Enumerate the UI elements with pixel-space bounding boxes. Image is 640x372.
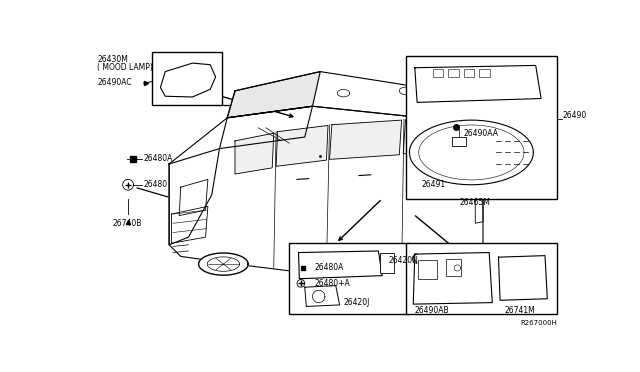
Polygon shape — [172, 206, 208, 243]
Bar — [452, 137, 466, 146]
Bar — [479, 69, 490, 77]
Polygon shape — [227, 71, 320, 118]
Text: 26491: 26491 — [421, 180, 445, 189]
Polygon shape — [298, 251, 382, 279]
Bar — [463, 69, 474, 77]
Bar — [418, 260, 437, 279]
Polygon shape — [415, 65, 541, 102]
Polygon shape — [276, 125, 328, 166]
Bar — [289, 243, 410, 314]
Bar — [406, 56, 557, 199]
Polygon shape — [410, 120, 533, 185]
Text: 26480A: 26480A — [314, 263, 344, 272]
Text: 26490AB: 26490AB — [415, 306, 449, 315]
Polygon shape — [169, 148, 220, 245]
Polygon shape — [330, 120, 402, 159]
Polygon shape — [161, 63, 216, 97]
Polygon shape — [220, 106, 312, 148]
Text: 26480+A: 26480+A — [314, 279, 350, 288]
Text: 26490AC: 26490AC — [97, 78, 132, 87]
Text: 26490AA: 26490AA — [463, 128, 499, 138]
Bar — [152, 52, 222, 105]
Text: 26740B: 26740B — [113, 219, 142, 228]
Polygon shape — [198, 253, 248, 275]
Text: 26430M: 26430M — [97, 55, 128, 64]
Text: 26480: 26480 — [143, 180, 168, 189]
Polygon shape — [179, 179, 208, 216]
Bar — [406, 243, 557, 314]
Text: 26741M: 26741M — [505, 306, 536, 315]
Bar — [446, 259, 461, 276]
Bar — [448, 69, 459, 77]
Text: 26420N: 26420N — [388, 256, 419, 264]
Polygon shape — [227, 71, 467, 122]
Polygon shape — [476, 187, 483, 223]
Polygon shape — [235, 133, 274, 174]
Text: 26465M: 26465M — [460, 198, 491, 207]
Polygon shape — [499, 256, 547, 300]
Bar — [433, 69, 444, 77]
Text: R267000H: R267000H — [520, 320, 557, 327]
Polygon shape — [388, 261, 438, 283]
Text: 26420J: 26420J — [344, 298, 370, 307]
Polygon shape — [305, 286, 340, 307]
Polygon shape — [413, 253, 492, 304]
Polygon shape — [403, 118, 460, 154]
Text: 26480A: 26480A — [143, 154, 173, 163]
Text: ( MOOD LAMP): ( MOOD LAMP) — [97, 63, 153, 72]
Text: 26490: 26490 — [562, 111, 586, 120]
Bar — [380, 253, 394, 273]
Polygon shape — [169, 106, 483, 276]
